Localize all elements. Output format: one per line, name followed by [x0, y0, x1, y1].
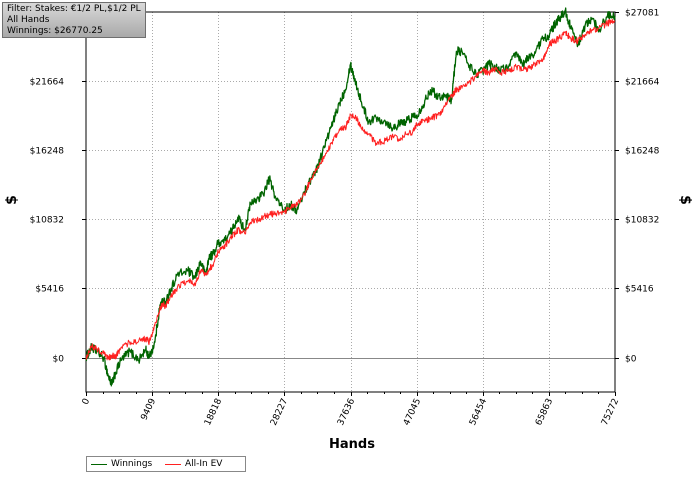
axes: $0 $0 $5416 $5416 $10832 $10832 $16248 $16248 $2…: [30, 9, 660, 428]
x-tick-label: 47045: [402, 397, 423, 427]
x-axis-title: Hands: [329, 437, 375, 452]
legend-swatch-winnings: [91, 464, 107, 465]
y-tick-label-right: $16248: [625, 147, 660, 157]
legend-swatch-allin-ev: [165, 464, 181, 465]
filter-stakes-text: Filter: Stakes: €1/2 PL,$1/2 PL: [7, 4, 141, 14]
plot-frame: [85, 11, 616, 393]
legend-label-allin-ev: All-In EV: [185, 459, 223, 469]
legend-label-winnings: Winnings: [111, 459, 153, 469]
x-tick-label: 18818: [203, 397, 224, 427]
y-tick-label-left: $10832: [30, 216, 64, 226]
y-tick-label-left: $21664: [30, 78, 65, 88]
y-tick-label-right: $27081: [625, 9, 659, 19]
y-tick-label-left: $16248: [30, 147, 65, 157]
filter-winnings-text: Winnings: $26770.25: [7, 26, 103, 36]
x-tick-label: 37636: [336, 397, 357, 427]
gridlines: [86, 12, 615, 392]
y-axis-title-left: $: [4, 195, 20, 205]
y-tick-label-right: $21664: [625, 78, 660, 88]
legend: Winnings All-In EV: [86, 456, 246, 472]
y-tick-label-left: $5416: [35, 285, 64, 295]
x-tick-label: 0: [81, 397, 93, 407]
series-layer: [85, 7, 616, 387]
series-line-allin-ev: [85, 18, 616, 361]
series-line-winnings: [85, 7, 616, 387]
y-tick-label-right: $5416: [625, 285, 654, 295]
x-tick-label: 9409: [139, 397, 158, 422]
filter-hands-text: All Hands: [7, 15, 50, 25]
y-tick-label-right: $10832: [625, 216, 659, 226]
y-tick-label-left: $0: [53, 355, 65, 365]
x-tick-label: 75272: [600, 397, 621, 427]
filter-info-box: Filter: Stakes: €1/2 PL,$1/2 PL All Hand…: [2, 2, 146, 38]
x-tick-label: 56454: [468, 397, 489, 427]
y-tick-label-right: $0: [625, 355, 637, 365]
x-tick-label: 28227: [269, 397, 290, 427]
y-axis-title-right: $: [677, 195, 693, 205]
x-tick-label: 65863: [534, 397, 555, 427]
